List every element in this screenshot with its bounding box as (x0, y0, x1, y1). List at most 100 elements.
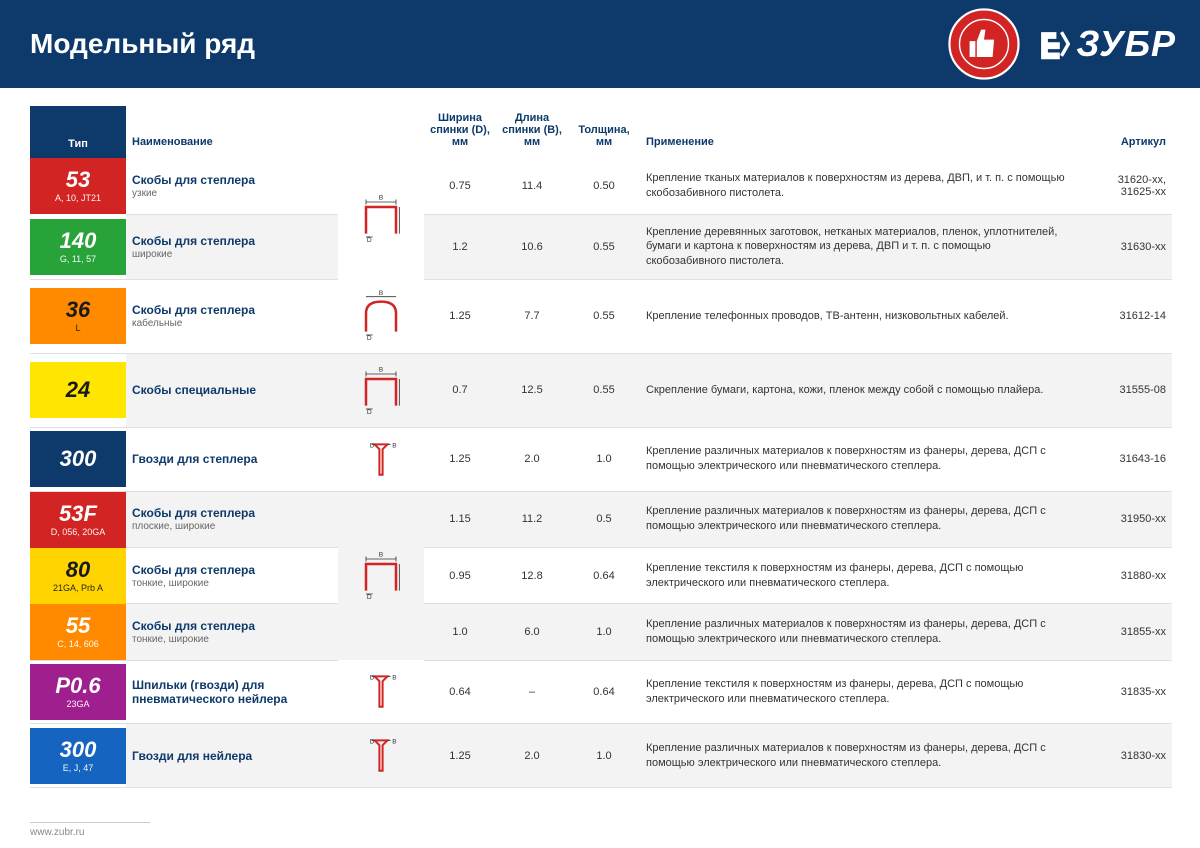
cell-application: Скрепление бумаги, картона, кожи, пленок… (640, 353, 1072, 427)
cell-article: 31950-xx (1072, 491, 1172, 548)
type-code: 80 (66, 559, 90, 581)
cell-d: 0.75 (424, 158, 496, 214)
cell-d: 1.2 (424, 214, 496, 280)
type-subcode: G, 11, 57 (60, 254, 96, 264)
svg-text:D: D (367, 594, 372, 599)
cell-type: 53 A, 10, JT21 (30, 158, 126, 214)
svg-text:D: D (367, 237, 372, 242)
cell-application: Крепление различных материалов к поверхн… (640, 724, 1072, 788)
brand-text: ЗУБР (1076, 23, 1176, 65)
cell-application: Крепление текстиля к поверхностям из фан… (640, 660, 1072, 724)
cell-application: Крепление различных материалов к поверхн… (640, 604, 1072, 661)
page-title: Модельный ряд (30, 28, 255, 60)
type-subcode: C, 14, 606 (57, 639, 99, 649)
cell-name: Скобы специальные (126, 353, 338, 427)
cell-d: 1.25 (424, 427, 496, 491)
svg-text:B: B (379, 366, 384, 373)
cell-type: 300 (30, 427, 126, 491)
type-code: P0.6 (55, 675, 100, 697)
th-b: Длина спинки (B), мм (496, 106, 568, 158)
cell-t: 0.64 (568, 660, 640, 724)
table-row: 140 G, 11, 57 Скобы для степлераширокие 1.2… (30, 214, 1172, 280)
cell-type: 53FD, 056, 20GA (30, 491, 126, 548)
cell-t: 0.50 (568, 158, 640, 214)
table-row: 80 21GA, Prb A Скобы для степлератонкие, ш… (30, 548, 1172, 604)
svg-text:D: D (370, 675, 375, 682)
cell-b: 11.4 (496, 158, 568, 214)
cell-application: Крепление телефонных проводов, ТВ-антенн… (640, 280, 1072, 354)
type-code: 24 (66, 379, 90, 401)
cell-application: Крепление различных материалов к поверхн… (640, 491, 1072, 548)
cell-diagram: DB (338, 660, 424, 724)
table-row: 53A, 10, JT21Скобы для степлераузкиеBD0.… (30, 158, 1172, 214)
cell-diagram: DB (338, 724, 424, 788)
cell-name: Скобы для степлераширокие (126, 214, 338, 280)
cell-b: 2.0 (496, 427, 568, 491)
cell-t: 1.0 (568, 427, 640, 491)
type-subcode: A, 10, JT21 (55, 193, 101, 203)
cell-type: 24 (30, 353, 126, 427)
cell-b: 12.5 (496, 353, 568, 427)
cell-application: Крепление деревянных заготовок, нетканых… (640, 214, 1072, 280)
cell-name: Скобы для степлераплоские, широкие (126, 491, 338, 548)
quality-badge-icon (948, 8, 1020, 80)
type-code: 53 (66, 169, 90, 191)
type-code: 55 (66, 615, 90, 637)
svg-text:D: D (367, 409, 372, 414)
table-head: Тип Наименование Ширина спинки (D), мм Д… (30, 106, 1172, 158)
cell-t: 1.0 (568, 724, 640, 788)
cell-article: 31630-xx (1072, 214, 1172, 280)
cell-diagram: BD (338, 158, 424, 280)
cell-name: Скобы для степлератонкие, широкие (126, 548, 338, 604)
cell-t: 0.55 (568, 214, 640, 280)
svg-text:B: B (379, 552, 384, 559)
cell-type: 36L (30, 280, 126, 354)
svg-text:B: B (392, 739, 396, 746)
cell-article: 31612-14 (1072, 280, 1172, 354)
th-tip: Тип (30, 106, 126, 158)
th-app: Применение (640, 106, 1072, 158)
cell-b: – (496, 660, 568, 724)
cell-d: 1.25 (424, 724, 496, 788)
cell-name: Шпильки (гвозди) для пневматического ней… (126, 660, 338, 724)
th-diagram (338, 106, 424, 158)
cell-b: 2.0 (496, 724, 568, 788)
page-header: Модельный ряд ЗУБР (0, 0, 1200, 88)
cell-diagram: BD (338, 491, 424, 660)
type-code: 53F (59, 503, 97, 525)
cell-t: 1.0 (568, 604, 640, 661)
cell-type: 80 21GA, Prb A (30, 548, 126, 604)
cell-name: Гвозди для степлера (126, 427, 338, 491)
th-t: Толщина, мм (568, 106, 640, 158)
cell-diagram: BD (338, 353, 424, 427)
table-row: 36LСкобы для степлеракабельныеBD1.257.70… (30, 280, 1172, 354)
cell-name: Скобы для степлераузкие (126, 158, 338, 214)
table-row: 300E, J, 47Гвозди для нейлераDB1.252.01.… (30, 724, 1172, 788)
svg-text:B: B (392, 442, 396, 449)
cell-d: 1.25 (424, 280, 496, 354)
type-code: 300 (60, 739, 97, 761)
cell-article: 31830-xx (1072, 724, 1172, 788)
cell-name: Гвозди для нейлера (126, 724, 338, 788)
cell-d: 1.0 (424, 604, 496, 661)
svg-text:D: D (370, 739, 375, 746)
cell-article: 31880-xx (1072, 548, 1172, 604)
cell-b: 11.2 (496, 491, 568, 548)
brand-logo: ЗУБР (1036, 23, 1176, 65)
cell-name: Скобы для степлератонкие, широкие (126, 604, 338, 661)
table-row: 53FD, 056, 20GAСкобы для степлераплоские… (30, 491, 1172, 548)
th-name: Наименование (126, 106, 338, 158)
table-row: 55 C, 14, 606 Скобы для степлератонкие, ши… (30, 604, 1172, 661)
type-subcode: 21GA, Prb A (53, 583, 103, 593)
type-code: 140 (60, 230, 97, 252)
svg-text:B: B (379, 290, 384, 297)
cell-article: 31643-16 (1072, 427, 1172, 491)
cell-d: 1.15 (424, 491, 496, 548)
cell-article: 31835-xx (1072, 660, 1172, 724)
cell-type: 140 G, 11, 57 (30, 214, 126, 280)
cell-application: Крепление различных материалов к поверхн… (640, 427, 1072, 491)
cell-b: 12.8 (496, 548, 568, 604)
cell-article: 31555-08 (1072, 353, 1172, 427)
table-row: 300Гвозди для степлераDB1.252.01.0Крепле… (30, 427, 1172, 491)
type-subcode: E, J, 47 (63, 763, 94, 773)
